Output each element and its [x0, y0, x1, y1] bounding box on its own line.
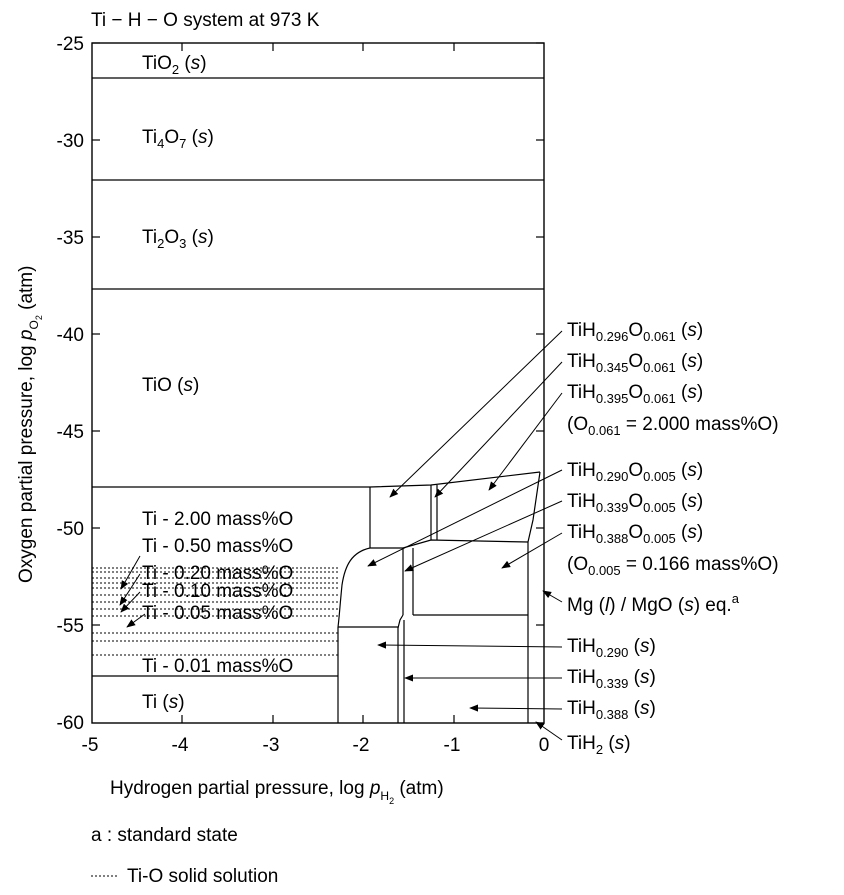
- label-tih0395o0061: TiH0.395O0.061 (s): [567, 382, 703, 406]
- label-mg-mgo: Mg (l) / MgO (s) eq.a: [567, 591, 740, 616]
- y-tick-label: -35: [57, 228, 84, 249]
- label-tih0388: TiH0.388 (s): [567, 698, 656, 722]
- x-tick-labels: -5 -4 -3 -2 -1 0: [82, 735, 550, 756]
- label-ti-200: Ti - 2.00 mass%O: [142, 509, 293, 530]
- label-tih0339: TiH0.339 (s): [567, 667, 656, 691]
- x-tick-label: -1: [444, 735, 461, 756]
- label-ti-010: Ti - 0.10 mass%O: [142, 581, 293, 602]
- y-tick-labels: -25 -30 -35 -40 -45 -50 -55 -60: [57, 34, 84, 734]
- note-o0005: (O0.005 = 0.166 mass%O): [567, 554, 779, 578]
- oxide-boundaries: [92, 77, 544, 488]
- hydride-boundaries: [337, 471, 541, 723]
- y-tick-label: -25: [57, 34, 84, 55]
- footnote-standard-state: a : standard state: [91, 825, 238, 846]
- label-ti2o3: Ti2O3 (s): [142, 227, 214, 251]
- label-tih0339o0005: TiH0.339O0.005 (s): [567, 491, 703, 515]
- x-tick-label: -5: [82, 735, 99, 756]
- label-tih2: TiH2 (s): [567, 733, 631, 757]
- label-tih0290: TiH0.290 (s): [567, 636, 656, 660]
- y-tick-label: -60: [57, 713, 84, 734]
- label-ti-005: Ti - 0.05 mass%O: [142, 603, 293, 624]
- y-tick-label: -45: [57, 422, 84, 443]
- y-axis-title: Oxygen partial pressure, log pO2 (atm): [16, 266, 44, 583]
- x-ticks: [181, 43, 455, 723]
- x-tick-label: -4: [172, 735, 189, 756]
- label-tih0290o0005: TiH0.290O0.005 (s): [567, 460, 703, 484]
- plot-frame: [91, 42, 545, 724]
- label-tih0296o0061: TiH0.296O0.061 (s): [567, 320, 703, 344]
- label-tio2: TiO2 (s): [142, 53, 207, 77]
- label-ti-050: Ti - 0.50 mass%O: [142, 536, 293, 557]
- label-arrows: [367, 330, 563, 741]
- right-labels: TiH0.296O0.061 (s) TiH0.345O0.061 (s) Ti…: [567, 320, 779, 757]
- label-ti: Ti (s): [142, 692, 185, 713]
- footnote-solid-solution: Ti-O solid solution: [127, 866, 278, 887]
- x-tick-label: -3: [263, 735, 280, 756]
- label-ti-001: Ti - 0.01 mass%O: [142, 656, 293, 677]
- x-axis-title: Hydrogen partial pressure, log pH2 (atm): [110, 778, 444, 806]
- note-o0061: (O0.061 = 2.000 mass%O): [567, 414, 779, 438]
- label-ti-020: Ti - 0.20 mass%O: [142, 563, 293, 584]
- diagram-title: Ti − H − O system at 973 K: [91, 10, 320, 31]
- y-tick-label: -55: [57, 616, 84, 637]
- x-tick-label: -2: [353, 735, 370, 756]
- label-tih0388o0005: TiH0.388O0.005 (s): [567, 522, 703, 546]
- label-tio: TiO (s): [142, 375, 199, 396]
- y-tick-label: -50: [57, 519, 84, 540]
- label-ti4o7: Ti4O7 (s): [142, 127, 214, 151]
- x-tick-label: 0: [539, 735, 550, 756]
- y-tick-label: -30: [57, 131, 84, 152]
- solid-solution-lines: [92, 567, 338, 656]
- y-tick-label: -40: [57, 325, 84, 346]
- solid-solution-arrows: [119, 555, 146, 628]
- y-ticks: [92, 42, 544, 626]
- label-tih0345o0061: TiH0.345O0.061 (s): [567, 351, 703, 375]
